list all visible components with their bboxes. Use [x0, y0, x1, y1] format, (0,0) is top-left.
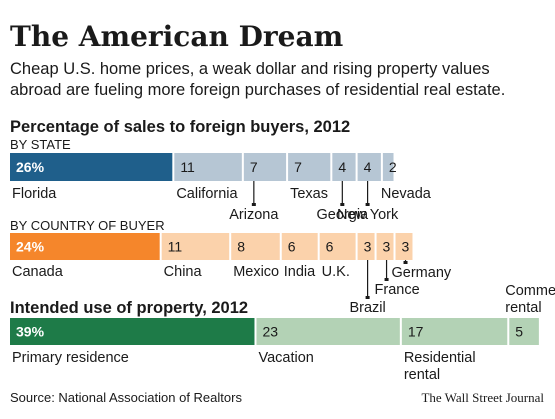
- country-value-label-canada: 24%: [16, 239, 45, 255]
- country-leader-tip-france: [384, 278, 389, 281]
- use-bar-vacation: [256, 318, 400, 345]
- state-category-label-arizona: Arizona: [229, 207, 279, 223]
- country-value-label-u-k: 6: [326, 239, 334, 255]
- chart-subtitle-line-2: abroad are fueling more foreign purchase…: [10, 81, 505, 99]
- state-category-label-florida: Florida: [12, 186, 57, 202]
- use-category-label-commercial-rental: Commercial: [505, 283, 555, 299]
- country-bar-india: [281, 233, 318, 260]
- use-category-label-primary-residence: Primary residence: [12, 350, 129, 366]
- state-bar-nevada: [382, 153, 394, 181]
- country-category-label-mexico: Mexico: [233, 264, 279, 280]
- state-category-label-nevada: Nevada: [381, 186, 432, 202]
- state-leader-tip-georgia: [340, 203, 345, 206]
- country-value-label-france: 3: [383, 239, 391, 255]
- state-bar-arizona: [243, 153, 287, 181]
- country-value-label-india: 6: [288, 239, 296, 255]
- country-bar-brazil: [357, 233, 375, 260]
- source-note: Source: National Association of Realtors: [10, 390, 242, 405]
- country-leader-tip-germany: [403, 261, 408, 264]
- country-value-label-germany: 3: [402, 239, 410, 255]
- state-category-label-georgia: Georgia: [317, 207, 370, 223]
- use-bar-primary-residence: [10, 318, 255, 345]
- state-category-label-california: California: [176, 186, 238, 202]
- state-bar-new-york: [357, 153, 381, 181]
- state-bar-group: 26% Florida 11 California 7 Arizona 7 Texas 4 Geo…: [10, 153, 432, 223]
- country-category-label-canada: Canada: [12, 264, 64, 280]
- section-title-foreign-buyers: Percentage of sales to foreign buyers, 2…: [10, 118, 350, 136]
- country-category-label-india: India: [284, 264, 316, 280]
- state-category-label-texas: Texas: [290, 186, 328, 202]
- country-value-label-china: 11: [168, 239, 183, 255]
- state-value-label-california: 11: [180, 159, 195, 175]
- state-leader-tip-arizona: [251, 203, 256, 206]
- state-bar-california: [174, 153, 242, 181]
- state-value-label-georgia: 4: [338, 159, 346, 175]
- state-value-label-arizona: 7: [250, 159, 258, 175]
- use-category-label-vacation: Vacation: [258, 350, 313, 366]
- use-value-label-vacation: 23: [262, 324, 278, 340]
- use-bar-group: 39% Primary residence 23 Vacation 17 Resident…: [10, 283, 555, 383]
- section-label-by-state: BY STATE: [10, 137, 71, 152]
- country-category-label-china: China: [164, 264, 203, 280]
- state-value-label-nevada: 2: [389, 159, 397, 175]
- state-category-label-new-york: New York: [337, 207, 399, 223]
- state-value-label-florida: 26%: [16, 159, 45, 175]
- state-leader-tip-new-york: [365, 203, 370, 206]
- state-bar-texas: [288, 153, 331, 181]
- use-bar-residential-rental: [401, 318, 508, 345]
- country-value-label-mexico: 8: [237, 239, 245, 255]
- use-category-label-residential-rental: Residential: [404, 350, 476, 366]
- country-bar-canada: [10, 233, 160, 260]
- state-bar-georgia: [332, 153, 356, 181]
- country-category-label-brazil: Brazil: [349, 300, 385, 316]
- country-bar-mexico: [231, 233, 280, 260]
- chart-subtitle-line-1: Cheap U.S. home prices, a weak dollar an…: [10, 60, 490, 78]
- state-value-label-texas: 7: [294, 159, 302, 175]
- use-bar-commercial-rental: [509, 318, 539, 345]
- country-bar-group: 24% Canada 11 China 8 Mexico 6 India 6 U.K. 3 Brazi…: [10, 233, 452, 316]
- section-label-by-country: BY COUNTRY OF BUYER: [10, 218, 165, 233]
- country-value-label-brazil: 3: [364, 239, 372, 255]
- use-category-label-commercial-rental-line-2: rental: [505, 300, 541, 316]
- country-bar-u-k: [319, 233, 356, 260]
- country-bar-france: [376, 233, 394, 260]
- chart-title: The American Dream: [10, 20, 343, 53]
- country-bar-germany: [395, 233, 413, 260]
- country-category-label-germany: Germany: [392, 265, 452, 281]
- country-category-label-u-k: U.K.: [322, 264, 350, 280]
- country-category-label-france: France: [375, 282, 420, 298]
- credit-line: The Wall Street Journal: [421, 390, 544, 405]
- use-category-label-residential-rental-line-2: rental: [404, 367, 440, 383]
- state-bar-florida: [10, 153, 173, 181]
- country-bar-china: [161, 233, 230, 260]
- state-value-label-new-york: 4: [364, 159, 372, 175]
- use-value-label-residential-rental: 17: [408, 324, 424, 340]
- use-value-label-commercial-rental: 5: [515, 324, 523, 340]
- section-title-intended-use: Intended use of property, 2012: [10, 299, 248, 317]
- use-value-label-primary-residence: 39%: [16, 324, 45, 340]
- country-leader-tip-brazil: [365, 296, 370, 299]
